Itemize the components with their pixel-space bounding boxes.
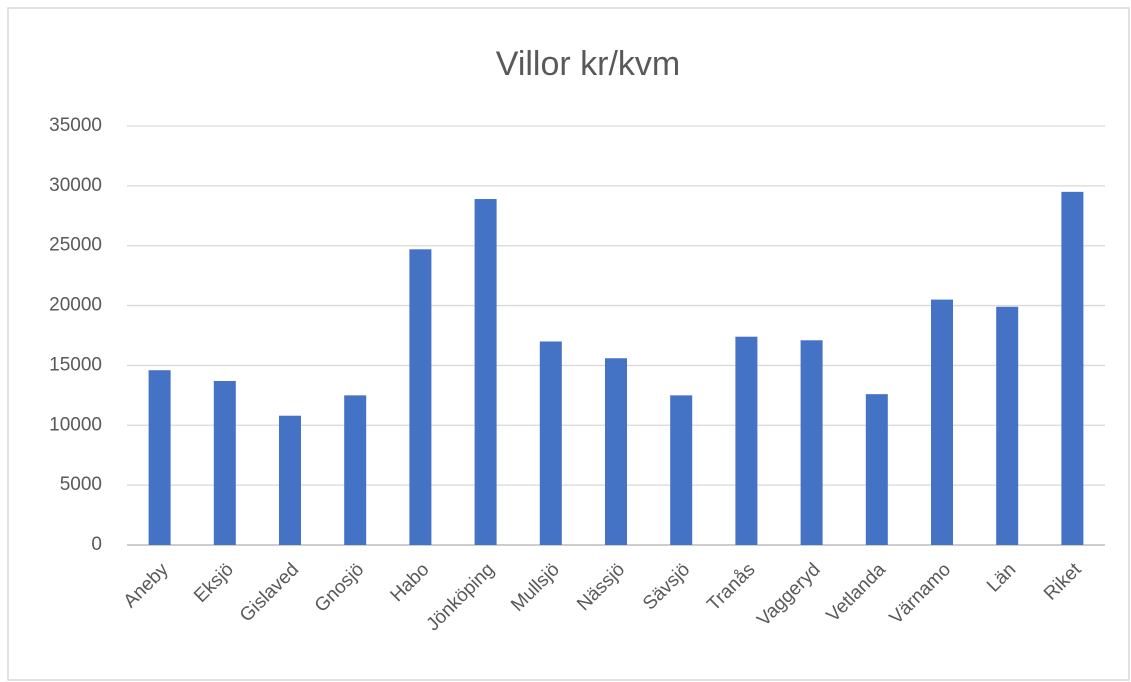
y-tick-label: 10000 [49, 414, 102, 435]
bar [539, 341, 562, 545]
y-tick-label: 20000 [49, 295, 102, 316]
bar [800, 340, 823, 545]
bar [996, 306, 1019, 545]
y-tick-label: 5000 [60, 474, 102, 495]
bar [605, 358, 627, 545]
y-tick-label: 30000 [49, 175, 102, 196]
bar [670, 395, 693, 545]
bar [344, 395, 367, 545]
y-tick-label: 35000 [49, 115, 102, 136]
chart-border [7, 7, 1130, 681]
bar [931, 299, 953, 545]
bar [865, 394, 888, 545]
bar [474, 199, 497, 546]
chart-title: Villor kr/kvm [496, 45, 681, 83]
y-tick-label: 15000 [49, 354, 102, 375]
bar [148, 370, 171, 545]
bar [279, 415, 301, 545]
bar [213, 380, 236, 545]
bar [735, 336, 758, 545]
y-tick-label: 25000 [49, 235, 102, 256]
y-tick-label: 0 [91, 534, 102, 555]
bar [1061, 191, 1084, 546]
bar [409, 249, 432, 545]
